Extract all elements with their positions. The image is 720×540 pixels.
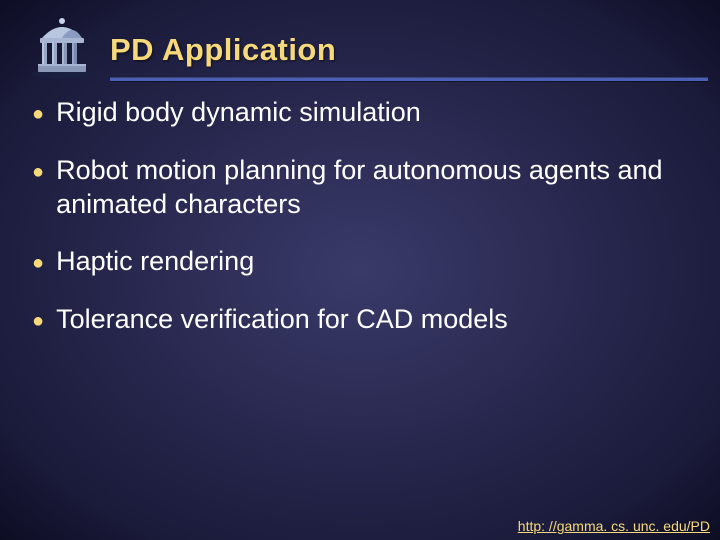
footer-url[interactable]: http: //gamma. cs. unc. edu/PD: [518, 518, 710, 534]
bullet-icon: ●: [32, 160, 44, 185]
bullet-item: ● Robot motion planning for autonomous a…: [32, 154, 680, 222]
well-logo-icon: [28, 18, 96, 80]
bullet-icon: ●: [32, 251, 44, 276]
bullet-text: Rigid body dynamic simulation: [56, 96, 680, 130]
bullet-text: Haptic rendering: [56, 245, 680, 279]
bullet-item: ● Haptic rendering: [32, 245, 680, 279]
slide-header: PD Application: [0, 18, 720, 88]
bullet-icon: ●: [32, 309, 44, 334]
bullet-text: Tolerance verification for CAD models: [56, 303, 680, 337]
slide-content: ● Rigid body dynamic simulation ● Robot …: [32, 96, 680, 361]
bullet-text: Robot motion planning for autonomous age…: [56, 154, 680, 222]
bullet-icon: ●: [32, 102, 44, 127]
bullet-item: ● Rigid body dynamic simulation: [32, 96, 680, 130]
slide: PD Application ● Rigid body dynamic simu…: [0, 0, 720, 540]
slide-title: PD Application: [110, 32, 336, 68]
bullet-item: ● Tolerance verification for CAD models: [32, 303, 680, 337]
title-underline: [110, 78, 708, 81]
